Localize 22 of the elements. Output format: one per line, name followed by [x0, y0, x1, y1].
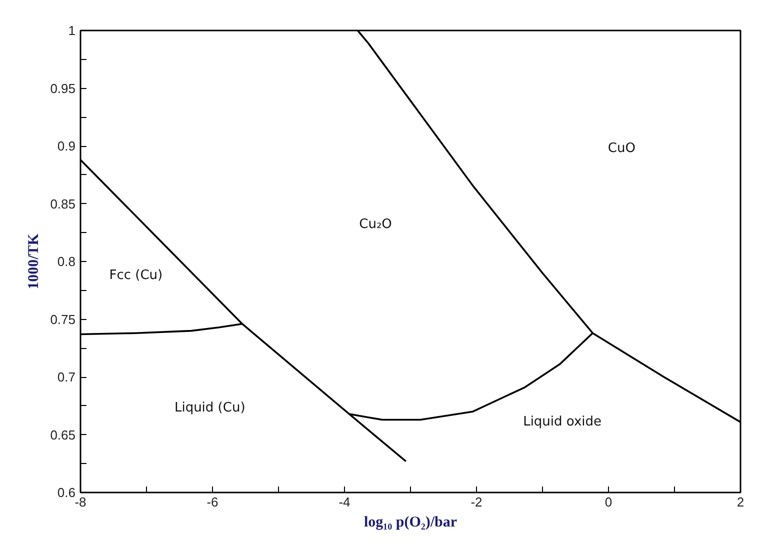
x-tick-label: -8	[74, 494, 86, 510]
annotation: CuO	[608, 140, 636, 156]
annotation: Fcc (Cu)	[109, 268, 163, 283]
annotation: Liquid oxide	[523, 414, 602, 430]
x-tick-label: -4	[338, 494, 350, 510]
y-tick-label: 0.85	[50, 196, 76, 212]
y-tick-label: 0.9	[57, 138, 76, 154]
y-tick-label: 0.95	[50, 80, 76, 96]
x-tick-label: -2	[470, 494, 482, 510]
annotation: Liquid (Cu)	[174, 400, 246, 416]
y-tick-label: 0.7	[57, 370, 76, 384]
y-axis-title: 1000/TK	[26, 233, 42, 290]
y-tick-label: 0.75	[50, 312, 76, 327]
y-tick-label: 1	[68, 23, 76, 38]
y-tick-label: 0.65	[50, 427, 76, 442]
annotation: Cu₂O	[359, 217, 392, 232]
x-tick-label: -6	[206, 494, 218, 510]
y-tick-label: 0.6	[57, 485, 76, 500]
x-tick-label: 2	[736, 494, 744, 510]
x-tick-label: 0	[604, 494, 612, 510]
x-axis-title: log₁₀ p(O₂)/bar	[364, 514, 458, 530]
y-tick-label: 0.8	[57, 254, 76, 269]
